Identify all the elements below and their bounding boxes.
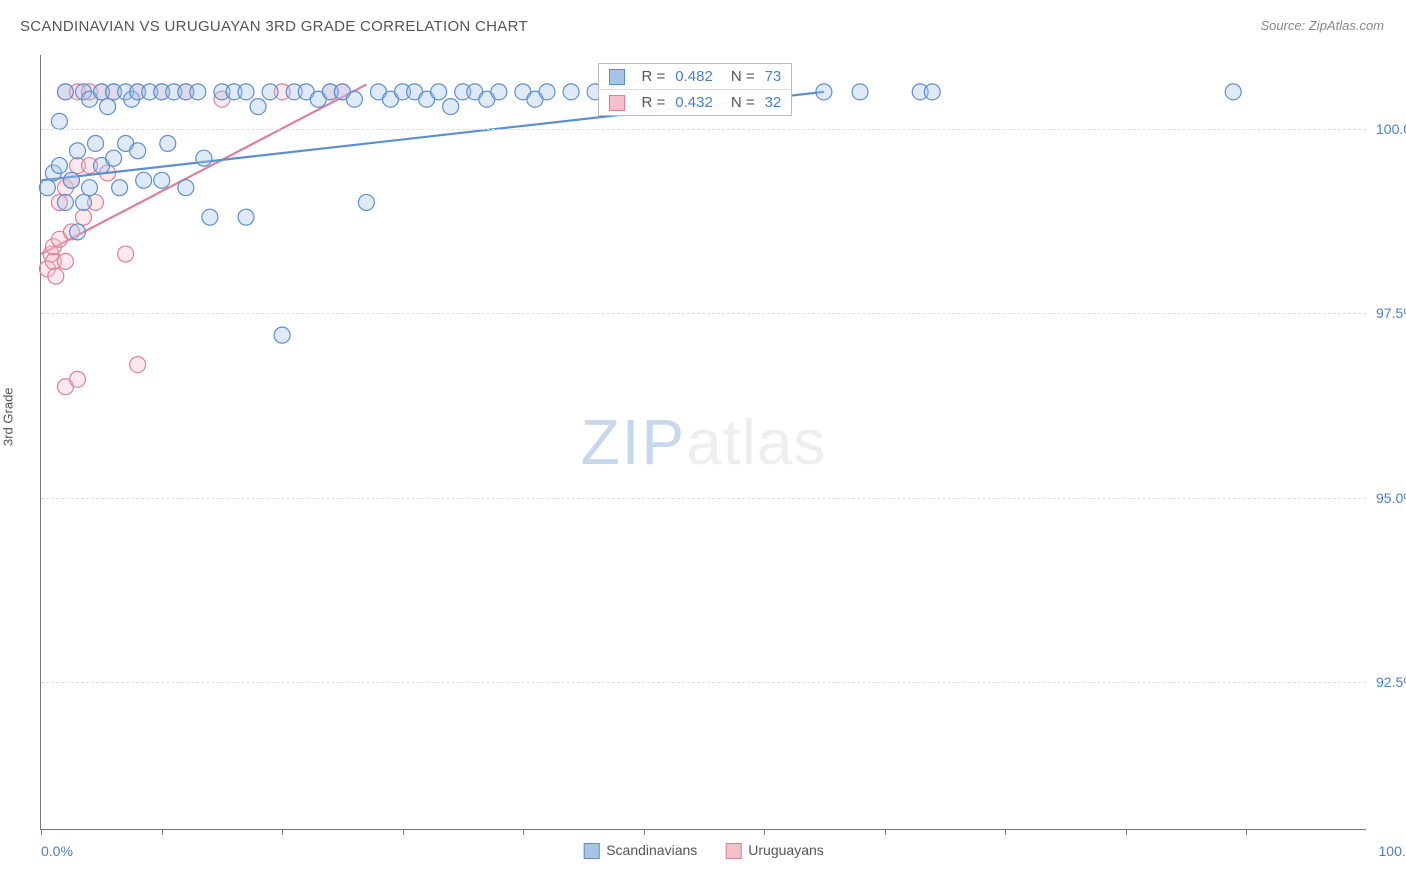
correlation-row: R = 0.482 N = 73 — [599, 64, 792, 90]
x-tick — [1246, 829, 1247, 835]
scandinavians-point — [100, 99, 116, 115]
scatter-svg — [41, 55, 1366, 829]
scandinavians-point — [106, 150, 122, 166]
x-tick — [1005, 829, 1006, 835]
scandinavians-point — [160, 135, 176, 151]
corr-swatch — [609, 95, 625, 111]
scandinavians-point — [346, 91, 362, 107]
scandinavians-point — [563, 84, 579, 100]
corr-n-value: 73 — [765, 68, 782, 85]
source-attribution: Source: ZipAtlas.com — [1260, 18, 1384, 33]
scandinavians-point — [88, 135, 104, 151]
y-tick-label: 100.0% — [1376, 121, 1406, 137]
scandinavians-point — [154, 172, 170, 188]
plot-area: ZIPatlas R =0.482N =73R =0.432N =32 0.0%… — [40, 55, 1366, 830]
legend-item: Uruguayans — [725, 842, 824, 859]
scandinavians-point — [76, 194, 92, 210]
corr-n-value: 32 — [765, 94, 782, 111]
scandinavians-point — [69, 224, 85, 240]
legend: Scandinavians Uruguayans — [583, 842, 824, 859]
corr-swatch — [609, 69, 625, 85]
scandinavians-point — [51, 158, 67, 174]
scandinavians-point — [924, 84, 940, 100]
scandinavians-point — [39, 180, 55, 196]
scandinavians-point — [274, 327, 290, 343]
uruguayans-point — [76, 209, 92, 225]
legend-item: Scandinavians — [583, 842, 697, 859]
y-tick-label: 97.5% — [1376, 305, 1406, 321]
x-tick — [523, 829, 524, 835]
corr-r-label: R = — [642, 68, 666, 85]
corr-r-value: 0.432 — [675, 94, 713, 111]
chart-container: SCANDINAVIAN VS URUGUAYAN 3RD GRADE CORR… — [0, 0, 1406, 892]
correlation-box: R = 0.482 N = 73 R = 0.432 N = 32 — [598, 63, 793, 116]
scandinavians-point — [262, 84, 278, 100]
scandinavians-point — [358, 194, 374, 210]
x-tick — [162, 829, 163, 835]
x-axis-min-label: 0.0% — [41, 843, 73, 859]
corr-r-label: R = — [642, 94, 666, 111]
x-tick — [885, 829, 886, 835]
scandinavians-point — [852, 84, 868, 100]
x-tick — [764, 829, 765, 835]
x-tick — [644, 829, 645, 835]
scandinavians-point — [57, 84, 73, 100]
legend-swatch — [725, 843, 741, 859]
x-axis-max-label: 100.0% — [1379, 843, 1406, 859]
scandinavians-point — [63, 172, 79, 188]
scandinavians-point — [250, 99, 266, 115]
scandinavians-point — [136, 172, 152, 188]
scandinavians-point — [178, 180, 194, 196]
legend-label: Scandinavians — [606, 842, 697, 858]
scandinavians-point — [816, 84, 832, 100]
x-tick — [41, 829, 42, 835]
scandinavians-point — [69, 143, 85, 159]
scandinavians-point — [112, 180, 128, 196]
uruguayans-point — [69, 371, 85, 387]
y-tick-label: 95.0% — [1376, 490, 1406, 506]
y-axis-title: 3rd Grade — [1, 387, 16, 446]
gridline-h — [41, 129, 1366, 130]
chart-title: SCANDINAVIAN VS URUGUAYAN 3RD GRADE CORR… — [20, 18, 528, 35]
y-tick-label: 92.5% — [1376, 674, 1406, 690]
scandinavians-point — [196, 150, 212, 166]
legend-swatch — [583, 843, 599, 859]
scandinavians-point — [202, 209, 218, 225]
scandinavians-point — [491, 84, 507, 100]
scandinavians-point — [443, 99, 459, 115]
scandinavians-point — [51, 113, 67, 129]
gridline-h — [41, 682, 1366, 683]
uruguayans-point — [118, 246, 134, 262]
scandinavians-point — [431, 84, 447, 100]
corr-n-label: N = — [731, 94, 755, 111]
x-tick — [403, 829, 404, 835]
corr-n-label: N = — [731, 68, 755, 85]
x-tick — [282, 829, 283, 835]
gridline-h — [41, 498, 1366, 499]
gridline-h — [41, 313, 1366, 314]
corr-r-value: 0.482 — [675, 68, 713, 85]
legend-label: Uruguayans — [748, 842, 824, 858]
uruguayans-point — [130, 357, 146, 373]
scandinavians-point — [1225, 84, 1241, 100]
scandinavians-point — [130, 143, 146, 159]
scandinavians-point — [238, 84, 254, 100]
uruguayans-point — [48, 268, 64, 284]
x-tick — [1126, 829, 1127, 835]
correlation-row: R = 0.432 N = 32 — [599, 90, 792, 115]
scandinavians-point — [190, 84, 206, 100]
scandinavians-point — [539, 84, 555, 100]
uruguayans-point — [57, 253, 73, 269]
scandinavians-point — [57, 194, 73, 210]
scandinavians-point — [238, 209, 254, 225]
scandinavians-point — [82, 180, 98, 196]
